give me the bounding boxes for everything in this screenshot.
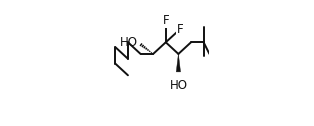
Polygon shape [176,54,181,72]
Text: F: F [176,23,183,36]
Text: F: F [162,14,169,27]
Text: HO: HO [169,79,187,92]
Text: HO: HO [120,36,138,49]
